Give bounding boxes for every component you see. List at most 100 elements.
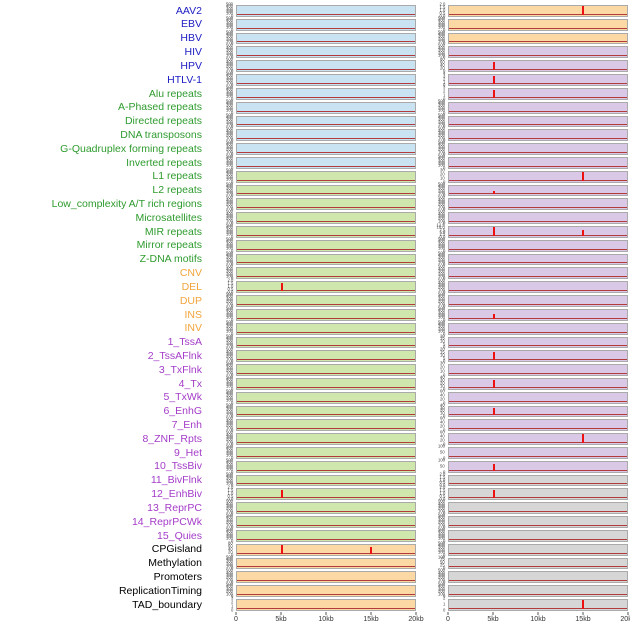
- track-panel-right: [448, 502, 628, 515]
- x-tick-mark: [492, 612, 494, 615]
- y-tick-label: 200: [225, 175, 233, 180]
- signal-spike: [492, 190, 495, 195]
- y-tick-label: 0: [230, 166, 233, 171]
- y-tick-label: 300: [437, 242, 445, 247]
- y-tick-label: 300: [225, 76, 233, 81]
- track-row: 14_ReprPCWk 500 400 300 200 100 0 500 400 300 200 1…: [0, 514, 628, 530]
- y-tick-label: 300: [225, 408, 233, 413]
- y-tick-label: 0: [230, 511, 233, 517]
- y-tick-label: 100: [225, 81, 233, 86]
- y-axis-right: 500 400 300 200 100 0: [420, 528, 446, 544]
- track-row: TAD_boundary 3 2 1 0 2 1 0: [0, 597, 628, 613]
- y-tick-label: 500: [437, 541, 445, 546]
- row-label: EBV: [180, 18, 202, 31]
- row-label: INV: [184, 322, 202, 335]
- y-tick-label: 100: [437, 260, 445, 266]
- track-panel-left: [236, 295, 416, 307]
- row-label: Inverted repeats: [126, 156, 202, 169]
- signal-baseline: [449, 552, 627, 554]
- track-panel-right: [448, 295, 628, 307]
- track-panel-right: [448, 60, 628, 73]
- y-tick-label: 0: [442, 332, 445, 337]
- y-tick-label: 60: [440, 417, 445, 422]
- track-panel-left: [236, 226, 416, 238]
- y-tick-label: 300: [225, 21, 233, 26]
- y-tick-label: 200: [225, 369, 233, 374]
- y-tick-label: 100: [225, 247, 233, 252]
- signal-spike: [581, 172, 584, 181]
- signal-spike: [492, 227, 495, 236]
- row-label: Microsatellites: [135, 211, 202, 224]
- track-panel-right: [448, 543, 628, 556]
- track-row: DUP 500 400 300 200 100 0 500 400 300 200 100 0: [0, 293, 628, 309]
- track-row: ReplicationTiming 500 400 300 200 100 0 500 400 3…: [0, 583, 628, 599]
- y-axis-left: 500 400 300 200 100 0: [208, 127, 234, 143]
- y-tick-label: 400: [225, 184, 233, 190]
- row-label: 11_BivFlnk: [150, 474, 202, 487]
- signal-baseline: [237, 455, 415, 457]
- track-panel-right: [448, 198, 628, 211]
- track-panel-left: [236, 156, 416, 169]
- y-tick-label: 0: [230, 56, 233, 61]
- signal-baseline: [237, 566, 415, 568]
- track-panel-left: [236, 571, 416, 584]
- y-axis-right: 40 30 20 10 0: [420, 376, 446, 392]
- y-axis-right: 500 400 300 200 100 0: [420, 127, 446, 143]
- y-tick-label: 15: [440, 337, 445, 342]
- y-tick-label: 200: [225, 313, 233, 319]
- signal-baseline: [449, 497, 627, 499]
- y-tick-label: 100: [225, 178, 233, 183]
- y-tick-label: 0: [442, 318, 445, 323]
- x-tick-mark: [627, 612, 629, 615]
- y-tick-label: 200: [437, 161, 445, 167]
- y-tick-label: 0: [230, 553, 233, 558]
- track-panel-left: [236, 198, 416, 211]
- track-row: 3_TxFlnk 500 400 300 200 100 0 30 20 10 0: [0, 362, 628, 379]
- y-tick-label: 300: [225, 35, 233, 40]
- track-panel-right: [448, 115, 628, 128]
- y-tick-label: 0: [442, 373, 445, 379]
- track-panel-right: [448, 308, 628, 321]
- y-tick-label: 100: [225, 385, 233, 390]
- y-tick-label: 2.5: [439, 233, 445, 238]
- track-panel-left: [236, 253, 416, 266]
- signal-spike: [280, 544, 283, 554]
- y-tick-label: 300: [225, 394, 233, 399]
- track-row: 5_TxWk 500 400 300 200 100 0 60 40 20 0: [0, 390, 628, 406]
- y-tick-label: 300: [225, 242, 233, 247]
- signal-baseline: [449, 179, 627, 181]
- track-panel-right: [448, 267, 628, 280]
- y-tick-label: 20: [440, 397, 445, 402]
- y-tick-label: 30: [440, 362, 445, 367]
- signal-baseline: [449, 55, 627, 57]
- y-tick-label: 300: [437, 311, 445, 316]
- y-tick-label: 400: [225, 74, 233, 79]
- signal-baseline: [237, 262, 415, 264]
- track-panel-left: [236, 212, 416, 224]
- signal-baseline: [237, 221, 415, 222]
- y-tick-label: 300: [225, 366, 233, 371]
- y-tick-label: 10: [440, 412, 445, 417]
- y-tick-label: 100: [225, 122, 233, 128]
- track-row: 6_EnhG 500 400 300 200 100 0 40 30 20 10 0: [0, 403, 628, 419]
- y-tick-label: 100: [225, 412, 233, 418]
- signal-spike: [369, 546, 372, 554]
- y-tick-label: 200: [437, 37, 445, 42]
- track-row: Inverted repeats 500 400 300 200 100 0 500 400 30…: [0, 155, 628, 171]
- y-axis-right: 500 400 300 200 100 0: [420, 100, 446, 116]
- y-axis-right: 500 400 300 200 100 0: [420, 583, 446, 599]
- signal-baseline: [237, 207, 415, 209]
- y-tick-label: 500: [437, 30, 445, 35]
- track-row: 2_TssAFlnk 500 400 300 200 100 0 20 15 10 5 0: [0, 348, 628, 364]
- signal-baseline: [449, 400, 627, 402]
- signal-baseline: [449, 359, 627, 361]
- y-tick-label: 0: [230, 525, 233, 530]
- y-tick-label: 12.5: [436, 223, 445, 229]
- track-panel-left: [236, 488, 416, 501]
- row-label: DNA transposons: [120, 128, 202, 141]
- track-panel-right: [448, 433, 628, 445]
- track-panel-left: [236, 405, 416, 418]
- track-panel-right: [448, 101, 628, 114]
